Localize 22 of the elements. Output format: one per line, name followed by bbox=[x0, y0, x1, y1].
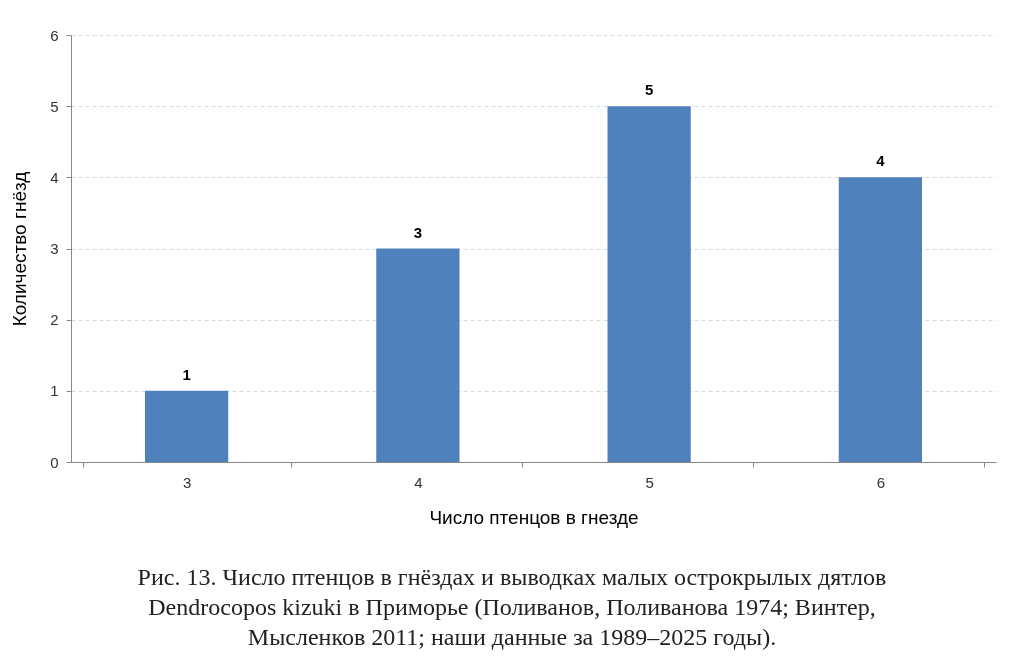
y-axis-title: Количество гнёзд bbox=[9, 171, 31, 327]
data-label: 3 bbox=[413, 223, 423, 241]
bar bbox=[607, 106, 691, 462]
data-label: 5 bbox=[644, 81, 654, 99]
y-tick-label: 0 bbox=[50, 453, 59, 471]
text: Рис. 13. Число птенцов в гнёздах и выводках малых острокрылых дятлов Dendrocopos kizuki в Приморье (Поливанов, Поливанова 1974; Винтер, Мысленков 2011; наши данные за 1989–2025 годы). bbox=[136, 563, 888, 652]
y-tick-label: 4 bbox=[50, 168, 59, 186]
data-label: 4 bbox=[876, 152, 886, 170]
x-tick-label: 4 bbox=[414, 473, 423, 491]
y-tick-label: 1 bbox=[50, 382, 59, 400]
x-axis-title: Число птенцов в гнезде bbox=[429, 506, 639, 528]
bar bbox=[838, 177, 922, 462]
x-tick-label: 3 bbox=[182, 473, 192, 491]
x-tick-label: 5 bbox=[645, 473, 654, 491]
y-tick-label: 3 bbox=[50, 240, 59, 257]
x-tick-label: 6 bbox=[876, 473, 886, 491]
bar bbox=[376, 248, 460, 462]
data-label: 1 bbox=[182, 365, 191, 383]
bar bbox=[145, 390, 229, 462]
y-tick-label: 6 bbox=[50, 26, 59, 44]
y-tick-label: 2 bbox=[50, 311, 59, 329]
y-tick-label: 5 bbox=[50, 97, 59, 115]
